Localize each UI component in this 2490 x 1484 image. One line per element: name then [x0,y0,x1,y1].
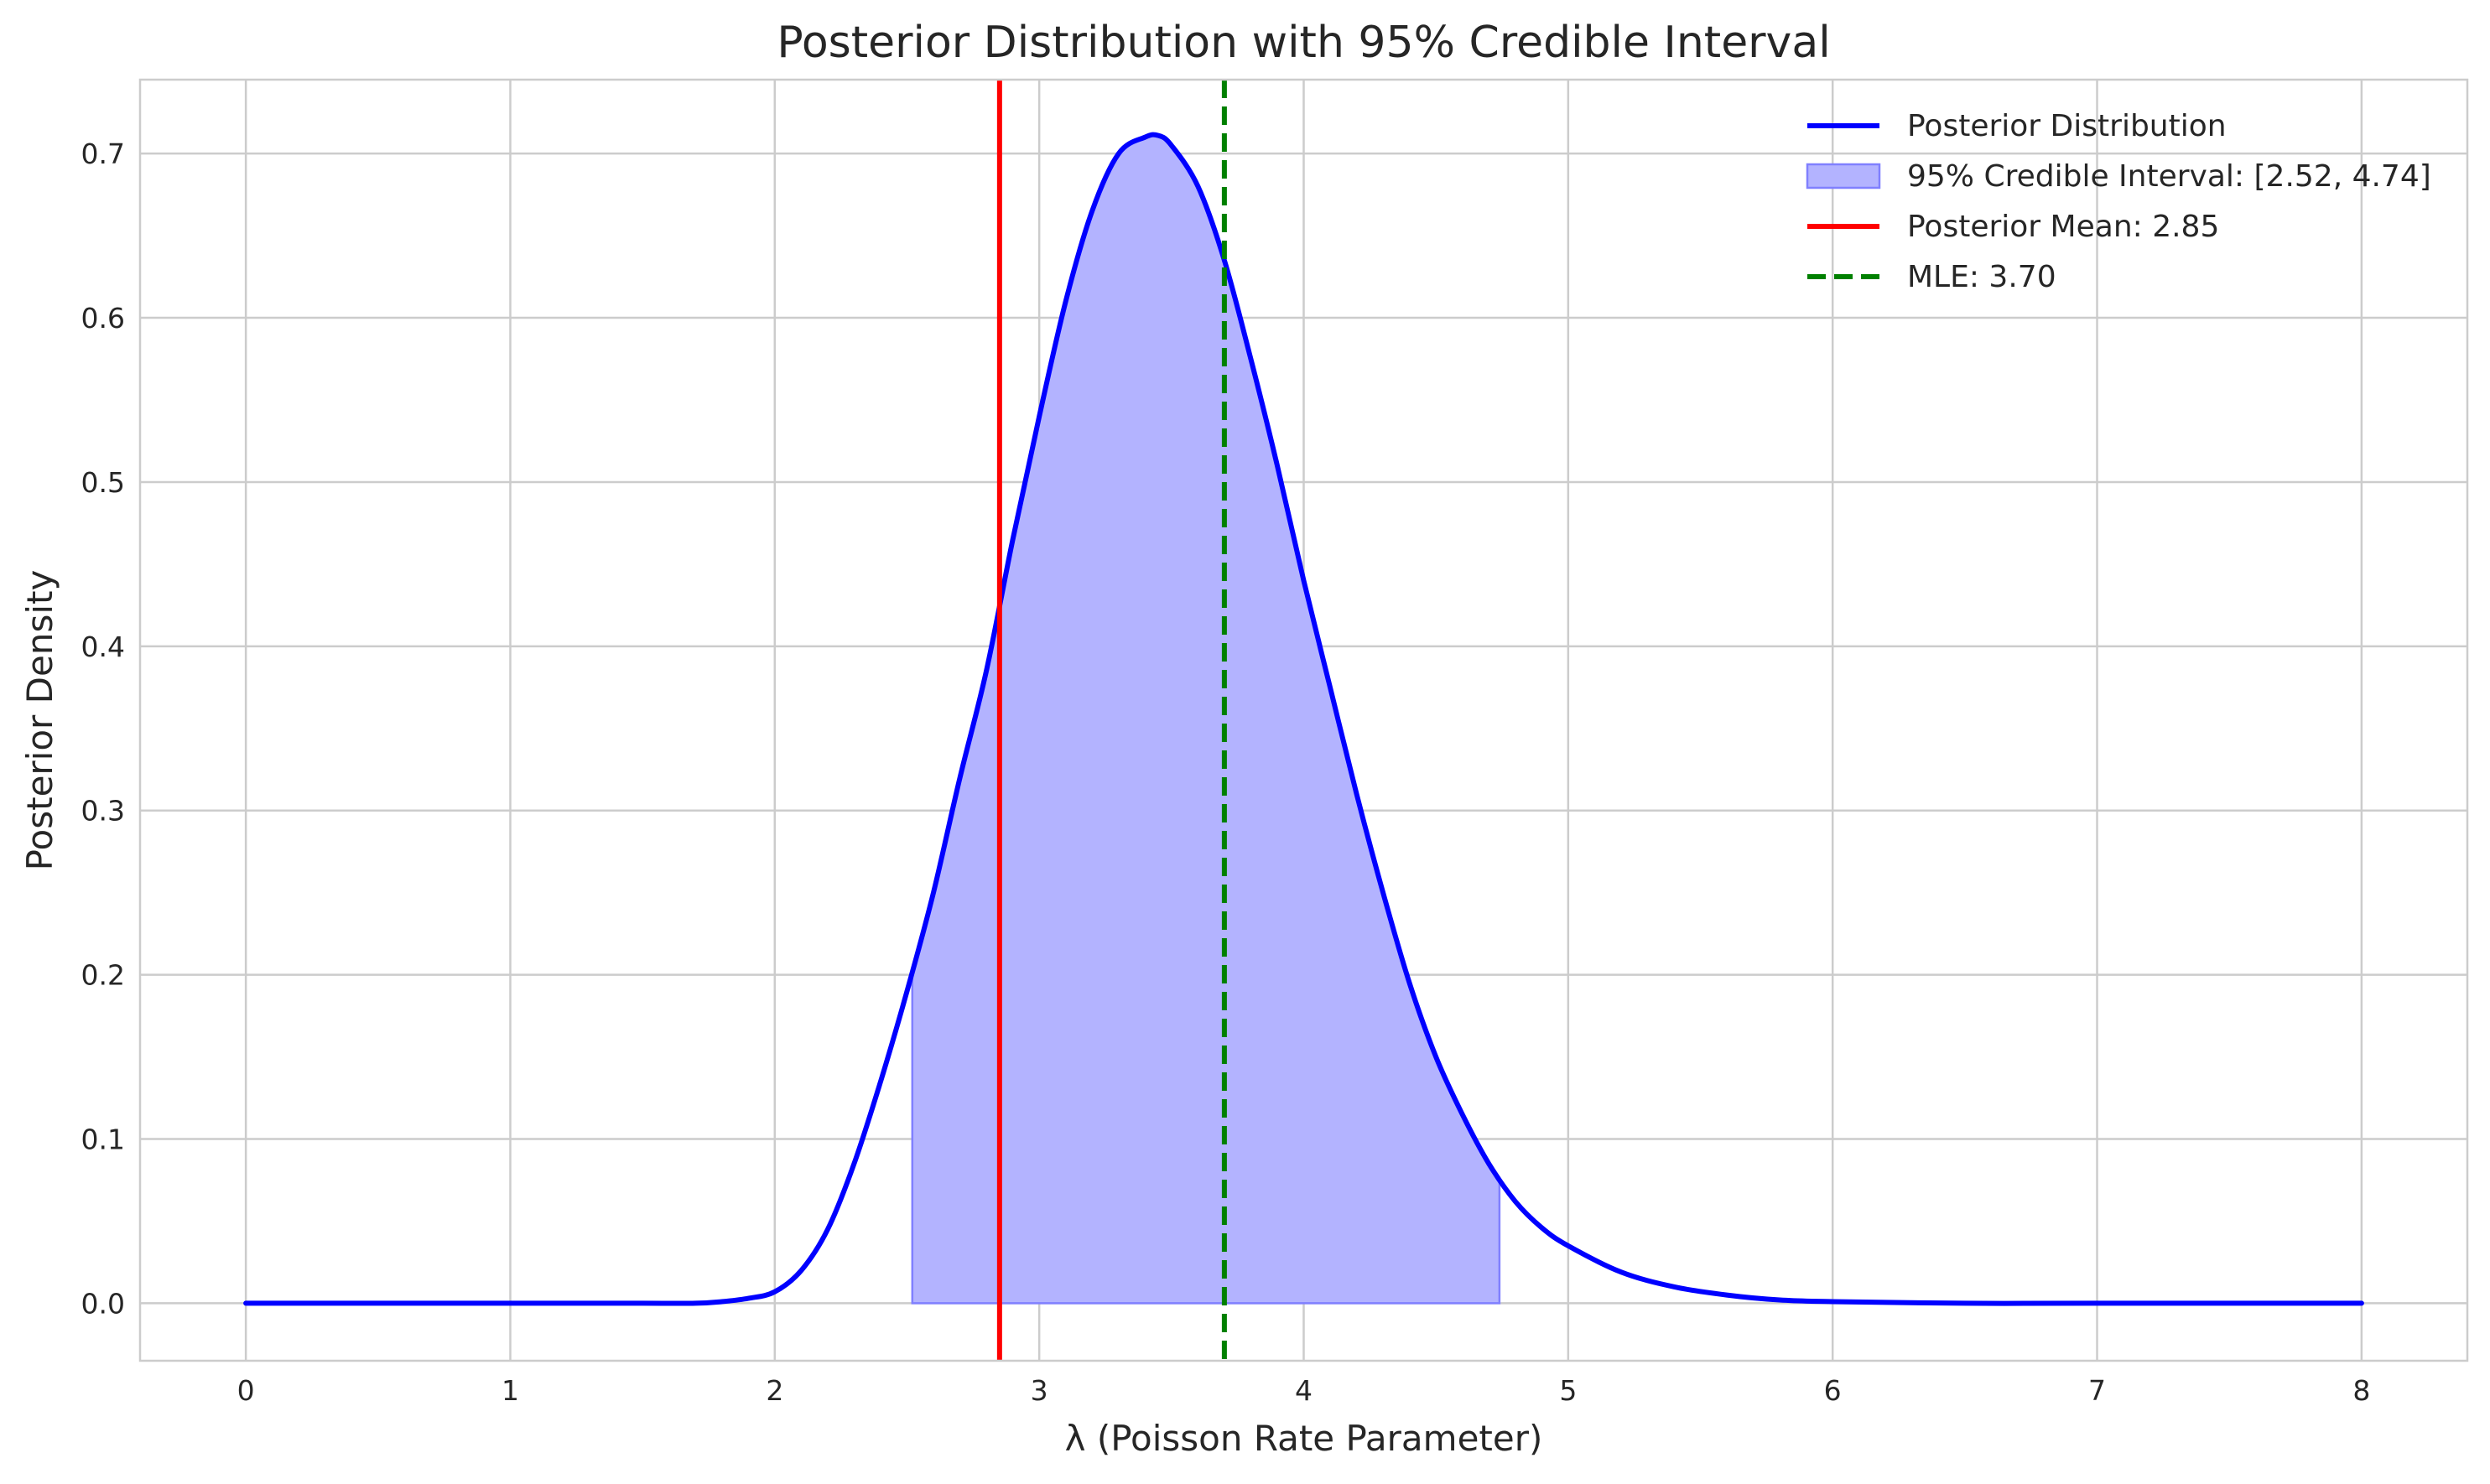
y-tick-label: 0.1 [81,1123,125,1156]
x-tick-label: 5 [1559,1374,1577,1407]
legend-swatch-credible-interval [1806,163,1881,189]
tick-labels: 0 1 2 3 4 5 6 7 8 0.0 0.1 0.2 0.3 0.4 0.5 0.6 0.7 [81,138,2371,1407]
legend-label: Posterior Mean: 2.85 [1907,210,2219,244]
plot-frame [138,78,2469,1362]
posterior-curve [243,132,2364,1306]
y-tick-label: 0.4 [81,630,125,663]
y-tick-label: 0.2 [81,959,125,992]
legend: Posterior Distribution 95% Credible Inter… [1806,109,2431,294]
y-tick-label: 0.7 [81,138,125,170]
legend-label: MLE: 3.70 [1907,260,2056,294]
x-tick-label: 0 [237,1374,255,1407]
series-layer [243,80,2364,1361]
x-tick-label: 2 [766,1374,783,1407]
legend-label: Posterior Distribution [1907,109,2227,143]
x-tick-label: 8 [2352,1374,2370,1407]
y-tick-label: 0.0 [81,1287,125,1320]
y-tick-label: 0.3 [81,795,125,828]
x-axis-title: λ (Poisson Rate Parameter) [1065,1418,1543,1459]
x-tick-label: 1 [502,1374,519,1407]
chart-title: Posterior Distribution with 95% Credible… [777,18,1830,68]
legend-label: 95% Credible Interval: [2.52, 4.74] [1907,159,2431,194]
y-tick-label: 0.5 [81,466,125,499]
y-tick-label: 0.6 [81,302,125,335]
x-tick-label: 7 [2088,1374,2106,1407]
x-tick-label: 3 [1031,1374,1048,1407]
x-tick-label: 6 [1824,1374,1842,1407]
x-tick-label: 4 [1295,1374,1313,1407]
y-axis-title: Posterior Density [19,570,60,871]
